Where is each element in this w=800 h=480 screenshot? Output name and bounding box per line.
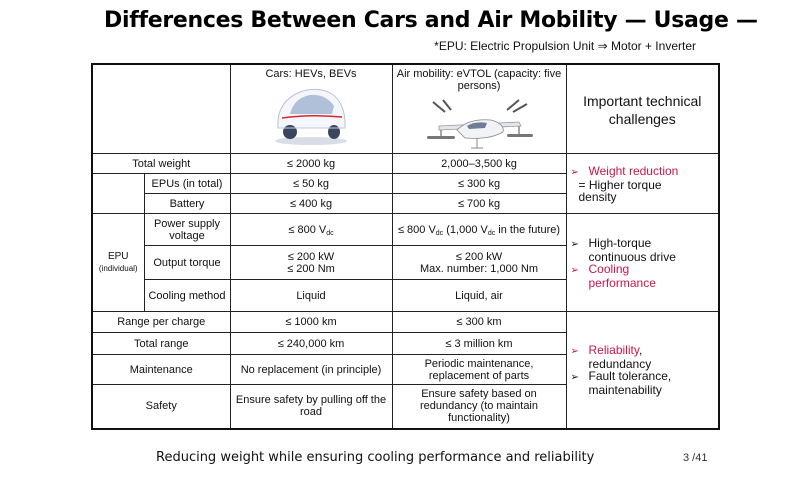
total-range-cars: ≤ 240,000 km bbox=[229, 332, 393, 355]
page-title: Differences Between Cars and Air Mobilit… bbox=[104, 8, 758, 33]
cooling-air: Liquid, air bbox=[391, 279, 567, 312]
challenges-header: Important technical challenges bbox=[565, 63, 720, 154]
power-supply-cars: ≤ 800 Vdc bbox=[229, 213, 393, 246]
total-weight-label: Total weight bbox=[91, 153, 231, 174]
challenge-weight-cont1: = Higher torque bbox=[578, 177, 662, 192]
output-torque-cars: ≤ 200 kW ≤ 200 Nm bbox=[229, 245, 393, 280]
row-total-weight: Total weight ≤ 2000 kg 2,000–3,500 kg ➢ W… bbox=[91, 153, 720, 214]
bullet-arrow-icon: ➢ bbox=[570, 238, 579, 250]
challenge-epu: ➢ High-torque continuous drive ➢ Cooling p… bbox=[565, 213, 720, 312]
battery-cars: ≤ 400 kg bbox=[229, 193, 393, 214]
air-mobility-header-label: Air mobility: eVTOL (capacity: five pers… bbox=[396, 68, 562, 92]
safety-air: Ensure safety based on redundancy (to ma… bbox=[391, 384, 567, 429]
bullet-arrow-icon: ➢ bbox=[570, 166, 579, 178]
maintenance-cars: No replacement (in principle) bbox=[229, 354, 393, 385]
battery-label: Battery bbox=[143, 193, 231, 214]
epus-total-label: EPUs (in total) bbox=[143, 173, 231, 194]
comparison-table: Cars: HEVs, BEVs Air mobility: eVTOL (ca… bbox=[91, 63, 720, 430]
challenges-header-label: Important technical challenges bbox=[583, 93, 702, 127]
challenge-weight-cont2: density bbox=[578, 189, 617, 204]
total-range-air: ≤ 3 million km bbox=[391, 332, 567, 355]
safety-label: Safety bbox=[91, 384, 231, 429]
total-weight-cars: ≤ 2000 kg bbox=[229, 153, 393, 174]
total-range-label: Total range bbox=[91, 332, 231, 355]
challenge-weight: ➢ Weight reduction = Higher torque densit… bbox=[565, 153, 720, 214]
power-supply-label: Power supply voltage bbox=[143, 213, 231, 246]
epu-group-title: EPU bbox=[107, 250, 129, 262]
cars-header: Cars: HEVs, BEVs bbox=[229, 63, 393, 154]
epu-group-sub: (individual) bbox=[98, 263, 138, 273]
row-epus-total: EPUs (in total) ≤ 50 kg ≤ 300 kg bbox=[91, 173, 719, 194]
row-battery: Battery ≤ 400 kg ≤ 700 kg bbox=[91, 193, 719, 214]
challenge-reliability-item1: Reliability bbox=[588, 342, 639, 357]
challenge-epu-item2-l2: performance bbox=[588, 275, 656, 290]
output-torque-air: ≤ 200 kW Max. number: 1,000 Nm bbox=[391, 245, 567, 280]
row-cooling: Cooling method Liquid Liquid, air bbox=[92, 279, 719, 312]
challenge-reliability-item2-l2: maintenability bbox=[588, 382, 662, 397]
maintenance-label: Maintenance bbox=[91, 354, 231, 385]
challenge-epu-item2-l1: Cooling bbox=[588, 261, 630, 276]
epu-footnote: *EPU: Electric Propulsion Unit ⇒ Motor +… bbox=[434, 39, 696, 53]
epu-group-label: EPU (individual) bbox=[91, 213, 145, 312]
row-power-supply: EPU (individual) Power supply voltage ≤ … bbox=[91, 213, 720, 312]
row-safety: Safety Ensure safety by pulling off the … bbox=[91, 384, 719, 429]
challenge-weight-item: Weight reduction bbox=[588, 163, 679, 178]
header-row: Cars: HEVs, BEVs Air mobility: eVTOL (ca… bbox=[91, 63, 720, 154]
cars-header-label: Cars: HEVs, BEVs bbox=[265, 68, 357, 80]
summary-footer: Reducing weight while ensuring cooling p… bbox=[156, 450, 595, 465]
battery-air: ≤ 700 kg bbox=[391, 193, 567, 214]
row-output-torque: Output torque ≤ 200 kW ≤ 200 Nm ≤ 200 kW M… bbox=[92, 245, 719, 280]
output-torque-label: Output torque bbox=[143, 245, 231, 280]
bullet-arrow-icon: ➢ bbox=[570, 345, 579, 357]
row-total-range: Total range ≤ 240,000 km ≤ 3 million km bbox=[91, 332, 719, 355]
challenge-epu-item1-l1: High-torque bbox=[588, 235, 652, 250]
challenge-reliability-item2-l1: Fault tolerance, bbox=[588, 368, 672, 383]
challenge-reliability-item1-l2: redundancy bbox=[588, 356, 652, 371]
car-image bbox=[275, 88, 347, 145]
epus-total-cars: ≤ 50 kg bbox=[229, 173, 393, 194]
challenge-epu-item1-l2: continuous drive bbox=[588, 249, 676, 264]
spacer-cell bbox=[91, 193, 145, 214]
challenge-reliability: ➢ Reliability, redundancy ➢ Fault toleranc… bbox=[565, 311, 720, 429]
total-weight-air: 2,000–3,500 kg bbox=[391, 153, 567, 174]
safety-cars: Ensure safety by pulling off the road bbox=[229, 384, 393, 429]
range-label: Range per charge bbox=[91, 311, 231, 333]
maintenance-air: Periodic maintenance, replacement of par… bbox=[391, 354, 567, 385]
page-number: 3 /41 bbox=[683, 452, 708, 464]
cooling-cars: Liquid bbox=[229, 279, 393, 312]
row-range: Range per charge ≤ 1000 km ≤ 300 km ➢ Rel… bbox=[91, 311, 720, 429]
air-mobility-header: Air mobility: eVTOL (capacity: five pers… bbox=[391, 63, 567, 154]
cooling-label: Cooling method bbox=[143, 279, 231, 312]
bullet-arrow-icon: ➢ bbox=[570, 264, 579, 276]
power-supply-air: ≤ 800 Vdc (1,000 Vdc in the future) bbox=[391, 213, 567, 246]
empty-corner-cell bbox=[91, 63, 231, 154]
spacer-cell bbox=[91, 173, 145, 194]
evtol-image bbox=[427, 99, 533, 149]
bullet-arrow-icon: ➢ bbox=[570, 371, 579, 383]
epus-total-air: ≤ 300 kg bbox=[391, 173, 567, 194]
range-cars: ≤ 1000 km bbox=[229, 311, 393, 333]
range-air: ≤ 300 km bbox=[391, 311, 567, 333]
